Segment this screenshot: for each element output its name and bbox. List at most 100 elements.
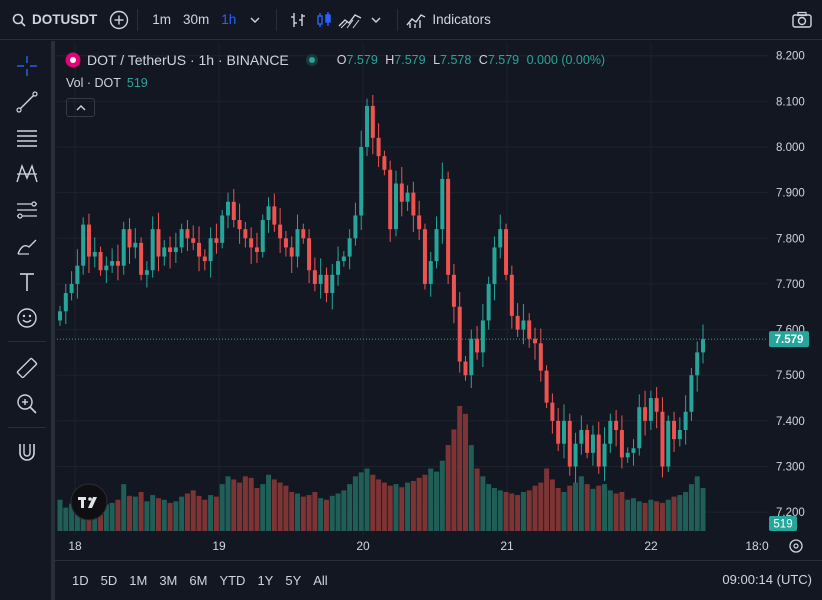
zoom-tool[interactable] <box>12 389 42 419</box>
volume-legend: Vol · DOT 519 <box>66 76 148 90</box>
volume-bar <box>370 474 376 531</box>
volume-bar <box>480 476 486 531</box>
snapshot-button[interactable] <box>792 0 812 40</box>
crosshair-tool[interactable] <box>12 51 42 81</box>
top-toolbar: DOTUSDT 1m 30m 1h Indicators <box>0 0 822 40</box>
volume-bar <box>538 482 544 531</box>
candle-body <box>411 192 416 216</box>
candle-body <box>347 238 352 257</box>
fib-tool[interactable] <box>12 123 42 153</box>
volume-bar <box>167 502 173 531</box>
pattern-tool[interactable] <box>12 159 42 189</box>
emoji-tool[interactable] <box>12 303 42 333</box>
volume-bar <box>225 476 231 531</box>
volume-bar <box>399 487 405 531</box>
candle-body <box>173 247 178 252</box>
candle-body <box>208 238 213 262</box>
range-5d[interactable]: 5D <box>100 573 118 588</box>
symbol-search[interactable]: DOTUSDT <box>0 0 97 40</box>
current-price-label: 7.579 <box>769 331 809 348</box>
volume-bar <box>520 491 526 531</box>
price-chart[interactable]: 8.2008.1008.0007.9007.8007.7007.6007.500… <box>0 0 822 560</box>
price-tick-label: 8.000 <box>776 142 805 154</box>
candles-chart-type-button[interactable] <box>311 7 337 33</box>
high-value: 7.579 <box>394 53 426 67</box>
candle-body <box>475 338 480 353</box>
magnet-tool[interactable] <box>12 437 42 467</box>
range-ytd[interactable]: YTD <box>219 573 246 588</box>
compare-button[interactable] <box>109 0 129 40</box>
interval-dropdown[interactable] <box>242 7 268 33</box>
volume-bar <box>439 460 445 531</box>
candle-body <box>353 215 358 239</box>
chart-type-dropdown[interactable] <box>363 7 389 33</box>
candle-body <box>440 178 445 230</box>
range-5y[interactable]: 5Y <box>285 573 302 588</box>
interval-1m[interactable]: 1m <box>152 12 172 27</box>
candle-body <box>631 448 636 453</box>
volume-bar <box>138 491 144 531</box>
legend-title: DOT / TetherUS · 1h · BINANCE <box>87 52 289 68</box>
candle-body <box>214 238 219 243</box>
candle-body <box>191 238 196 243</box>
candle-body <box>370 105 375 138</box>
candle-body <box>469 338 474 376</box>
volume-bar <box>109 502 115 531</box>
range-1y[interactable]: 1Y <box>257 573 274 588</box>
forecast-tool[interactable] <box>12 195 42 225</box>
candle-body <box>121 229 126 266</box>
area-chart-type-button[interactable] <box>337 7 363 33</box>
candle-body <box>643 407 648 421</box>
volume-bar <box>642 502 648 531</box>
volume-bar <box>700 488 706 531</box>
volume-bar <box>532 485 538 531</box>
tradingview-logo[interactable] <box>70 483 108 521</box>
range-1d[interactable]: 1D <box>72 573 89 588</box>
chevron-up-icon <box>76 104 85 110</box>
volume-bar <box>451 429 457 531</box>
symbol-name: DOTUSDT <box>32 12 98 27</box>
interval-30m[interactable]: 30m <box>183 12 210 27</box>
price-tick-label: 7.300 <box>776 462 805 474</box>
clock[interactable]: 09:00:14 (UTC) <box>722 572 812 587</box>
range-all[interactable]: All <box>313 573 328 588</box>
candles-icon <box>317 11 332 27</box>
range-1m[interactable]: 1M <box>129 573 148 588</box>
candle-body <box>701 339 705 353</box>
open-label: O <box>336 53 347 67</box>
candle-body <box>689 375 694 412</box>
volume-bar <box>121 484 127 531</box>
text-tool[interactable] <box>12 267 42 297</box>
range-3m[interactable]: 3M <box>159 573 178 588</box>
divider <box>137 8 139 31</box>
candle-body <box>231 201 236 221</box>
interval-1h[interactable]: 1h <box>221 12 237 27</box>
candle-body <box>289 247 294 257</box>
candle-body <box>567 420 572 467</box>
candle-body <box>596 434 601 467</box>
candle-body <box>63 293 68 312</box>
volume-bar <box>213 496 219 531</box>
indicators-button[interactable]: Indicators <box>406 0 491 40</box>
candle-body <box>330 274 335 294</box>
collapse-legend-button[interactable] <box>66 98 95 117</box>
volume-bar <box>283 485 289 531</box>
chart-legend: DOT / TetherUS · 1h · BINANCE O7.579 H7.… <box>65 50 605 70</box>
candle-body <box>486 283 491 321</box>
measure-tool[interactable] <box>12 353 42 383</box>
volume-bar <box>503 491 509 531</box>
candle-body <box>115 261 120 266</box>
candle-body <box>422 229 427 284</box>
volume-bar <box>127 495 133 531</box>
settings-icon[interactable] <box>789 539 803 553</box>
candle-body <box>249 238 254 248</box>
trend-line-tool[interactable] <box>12 87 42 117</box>
ohlc-bars-icon <box>291 12 306 27</box>
range-6m[interactable]: 6M <box>189 573 208 588</box>
volume-bar <box>98 507 104 531</box>
bar-chart-type-button[interactable] <box>285 7 311 33</box>
volume-value: 519 <box>126 76 148 90</box>
add-circle-icon <box>110 10 129 29</box>
brush-tool[interactable] <box>12 231 42 261</box>
candle-body <box>272 206 277 225</box>
